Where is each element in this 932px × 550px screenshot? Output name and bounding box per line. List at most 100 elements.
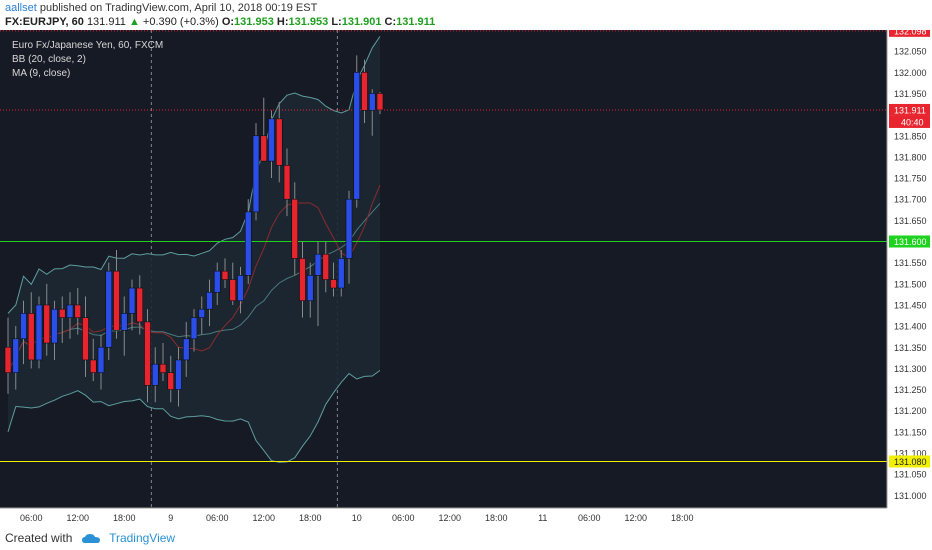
candle xyxy=(58,296,66,344)
candle-body xyxy=(66,304,74,318)
author-link[interactable]: aallset xyxy=(5,2,37,14)
candle xyxy=(20,300,27,365)
candle xyxy=(206,279,213,327)
candle-body xyxy=(27,313,35,361)
candle xyxy=(361,59,368,124)
candle-body xyxy=(136,287,144,323)
chart-area[interactable]: 131.000 131.050 131.100 131.150 131.200 131.2… xyxy=(0,24,932,525)
candle-body xyxy=(330,279,337,289)
candle xyxy=(260,97,268,162)
candle xyxy=(291,182,299,276)
x-tick-label: 06:00 xyxy=(206,513,229,523)
candle-body xyxy=(190,317,198,340)
price-change: +0.390 (+0.3%) xyxy=(142,16,219,28)
candle-body xyxy=(128,287,136,314)
candle-body xyxy=(89,359,97,373)
y-tick-label: 131.800 xyxy=(894,152,927,162)
candle-body xyxy=(268,118,275,162)
candle xyxy=(337,249,345,297)
candle xyxy=(120,296,128,356)
candle xyxy=(322,241,330,293)
candles xyxy=(4,55,384,407)
close-label: C: xyxy=(384,16,397,28)
x-tick-label: 12:00 xyxy=(252,513,275,523)
candle xyxy=(4,317,12,394)
high-value: 131.953 xyxy=(288,16,329,28)
y-tick-label: 131.300 xyxy=(894,364,927,374)
candle xyxy=(353,55,361,208)
countdown-tag xyxy=(889,115,930,128)
candle-body xyxy=(345,198,353,259)
candle-body xyxy=(252,135,260,213)
y-tick-label: 131.100 xyxy=(894,449,927,459)
current-price-tag xyxy=(889,103,930,116)
time-axis[interactable]: 06:00 12:00 18:00 9 06:00 12:00 18:00 10 06:00 12… xyxy=(0,507,887,525)
candle xyxy=(229,262,237,305)
up-triangle-icon: ▲ xyxy=(128,16,140,28)
tradingview-brand[interactable]: TradingView xyxy=(109,531,176,545)
y-tick-label: 131.350 xyxy=(894,343,927,353)
last-price: 131.911 xyxy=(86,16,126,28)
candle-body xyxy=(376,93,384,111)
candle xyxy=(66,292,74,339)
candle-body xyxy=(213,270,221,293)
candle-body xyxy=(353,72,361,200)
x-tick-label: 12:00 xyxy=(624,513,647,523)
candle xyxy=(113,249,120,339)
price-axis[interactable]: 131.000 131.050 131.100 131.150 131.200 131.2… xyxy=(886,24,932,508)
top-marker-tag xyxy=(889,24,930,37)
candle xyxy=(43,283,51,356)
candle xyxy=(128,279,136,331)
price-chart[interactable]: 131.000 131.050 131.100 131.150 131.200 131.2… xyxy=(0,24,932,525)
chart-legend-ma: MA (9, close) xyxy=(12,68,70,79)
x-tick-label: 11 xyxy=(538,513,547,523)
candle-body xyxy=(43,304,51,344)
candle xyxy=(51,300,58,360)
candle xyxy=(283,148,291,217)
support-level-tag-label: 131.080 xyxy=(894,457,927,467)
candle-body xyxy=(275,118,283,166)
candle-body xyxy=(113,270,120,331)
x-tick-label: 10 xyxy=(352,513,362,523)
upper-band xyxy=(7,36,381,314)
candle xyxy=(182,321,190,377)
candle xyxy=(89,338,97,382)
candle xyxy=(136,275,144,335)
candle-body xyxy=(198,308,206,318)
session-lines xyxy=(150,30,338,508)
x-tick-label: 18:00 xyxy=(485,513,508,523)
y-tick-label: 131.500 xyxy=(894,279,927,289)
candle xyxy=(27,292,35,369)
x-tick-label: 06:00 xyxy=(392,513,415,523)
high-label: H: xyxy=(276,16,289,28)
candle xyxy=(345,190,353,284)
candle-body xyxy=(4,346,12,373)
candle xyxy=(12,326,20,390)
y-tick-label: 131.850 xyxy=(894,131,927,141)
y-tick-label: 131.650 xyxy=(894,216,927,226)
countdown-label: 40:40 xyxy=(901,117,924,127)
chart-legend-bb: BB (20, close, 2) xyxy=(12,54,86,65)
y-tick-label: 131.150 xyxy=(894,427,927,437)
y-tick-label: 131.050 xyxy=(894,470,927,480)
candle-body xyxy=(105,270,113,348)
x-tick-label: 06:00 xyxy=(578,513,601,523)
open-value: 131.953 xyxy=(234,16,274,28)
open-label: O: xyxy=(221,16,235,28)
lower-band xyxy=(7,369,381,463)
candle-body xyxy=(159,363,167,373)
candle-body xyxy=(361,72,368,111)
candle xyxy=(198,296,206,335)
current-price-tag-label: 131.911 xyxy=(894,105,926,115)
candle-body xyxy=(74,304,82,318)
candle-body xyxy=(58,308,66,318)
candle xyxy=(237,266,244,314)
candle-body xyxy=(299,258,306,302)
y-tick-label: 131.250 xyxy=(894,385,927,395)
candle-body xyxy=(260,135,268,162)
candle-body xyxy=(144,321,151,386)
candle-body xyxy=(182,338,190,361)
candle-body xyxy=(229,279,237,302)
candle xyxy=(97,334,105,390)
candle xyxy=(299,241,306,318)
